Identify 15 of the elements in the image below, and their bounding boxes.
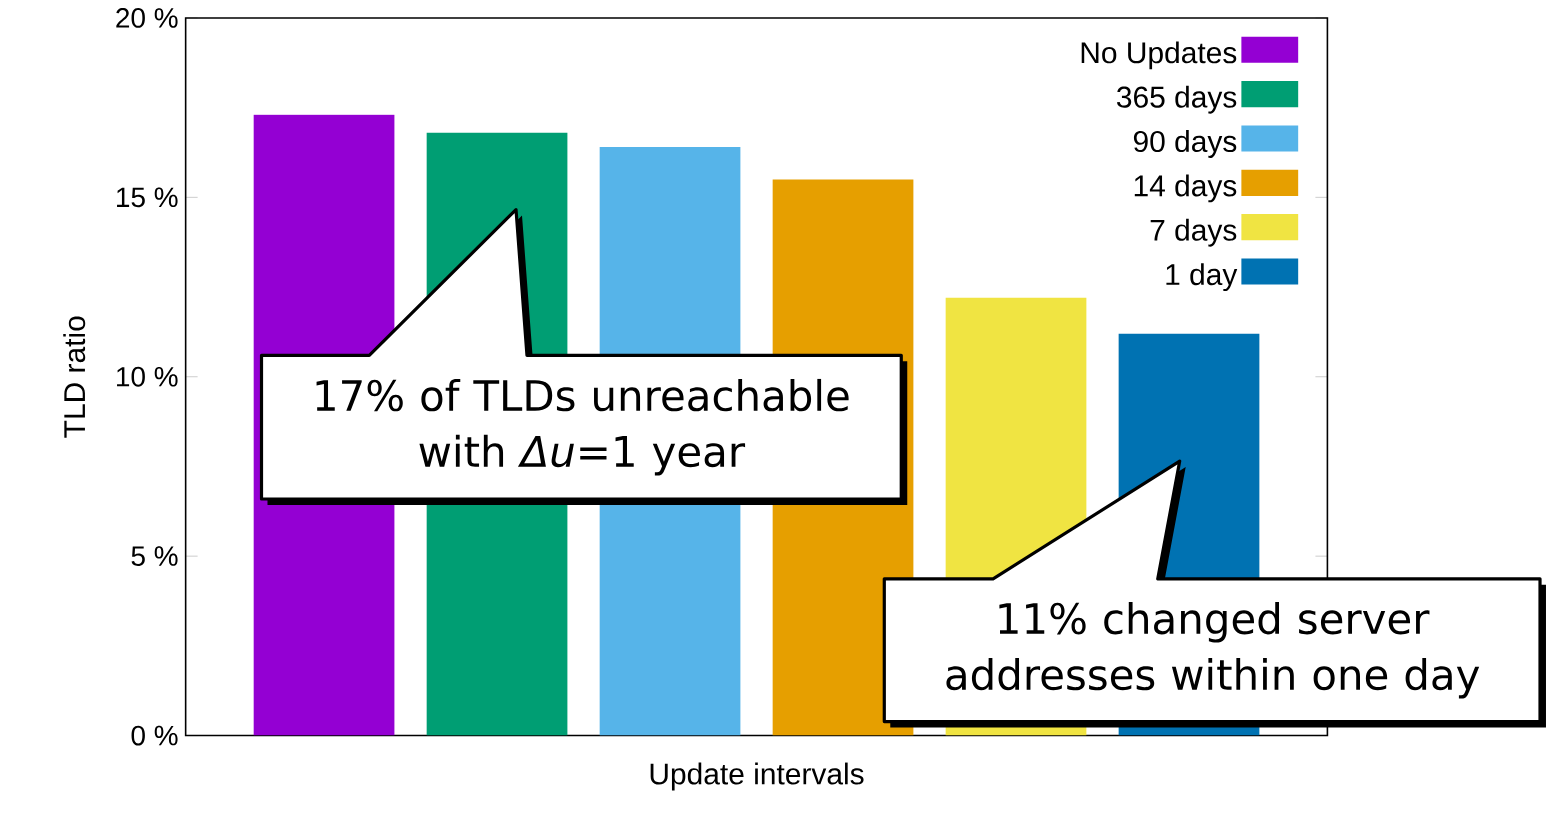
x-axis-title: Update intervals [650,762,864,791]
y-tick-label: 10 % [117,366,178,387]
legend-label: No Updates [1081,41,1237,70]
y-axis-title: TLD ratio [63,316,86,438]
y-tick-label: 20 % [116,7,178,28]
legend-label: 1 day [1166,262,1238,291]
annotation: 11% changed server addresses within one day [946,601,1480,699]
y-tick-label: 0 % [131,725,178,746]
legend-label: 7 days [1150,218,1237,247]
legend-label: 14 days [1134,174,1237,203]
legend-label: 90 days [1133,129,1237,158]
y-tick-label: 15 % [117,187,178,208]
y-tick-label: 5 % [131,546,178,566]
annotation: 17% of TLDs unreachable with Δu=1 year [316,378,849,476]
legend-label: 365 days [1117,85,1237,114]
